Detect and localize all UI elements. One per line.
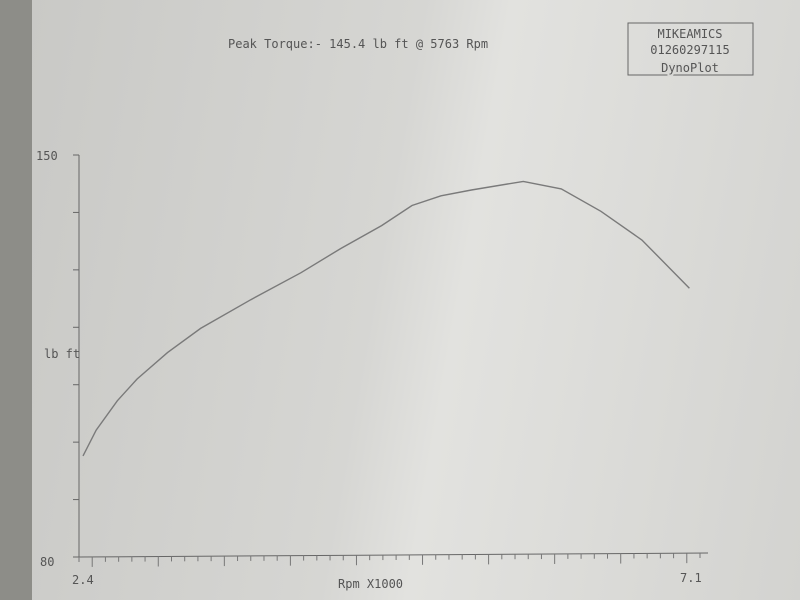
stamp-line2: 01260297115 (650, 43, 729, 57)
x-tick-label-min: 2.4 (72, 573, 94, 587)
stamp-box (627, 22, 754, 76)
torque-curve (82, 180, 690, 457)
stamp-line1: MIKEAMICS (657, 27, 722, 41)
peak-torque-text: Peak Torque:- 145.4 lb ft @ 5763 Rpm (228, 37, 488, 51)
y-tick-label-min: 80 (40, 555, 54, 569)
x-axis (78, 552, 709, 558)
stamp-line3: DynoPlot (661, 61, 719, 75)
dyno-printout (32, 0, 800, 600)
y-axis-label: lb ft (44, 347, 80, 361)
x-axis-label: Rpm X1000 (338, 577, 403, 591)
y-tick-label-max: 150 (36, 149, 58, 163)
x-tick-label-max: 7.1 (680, 571, 702, 585)
